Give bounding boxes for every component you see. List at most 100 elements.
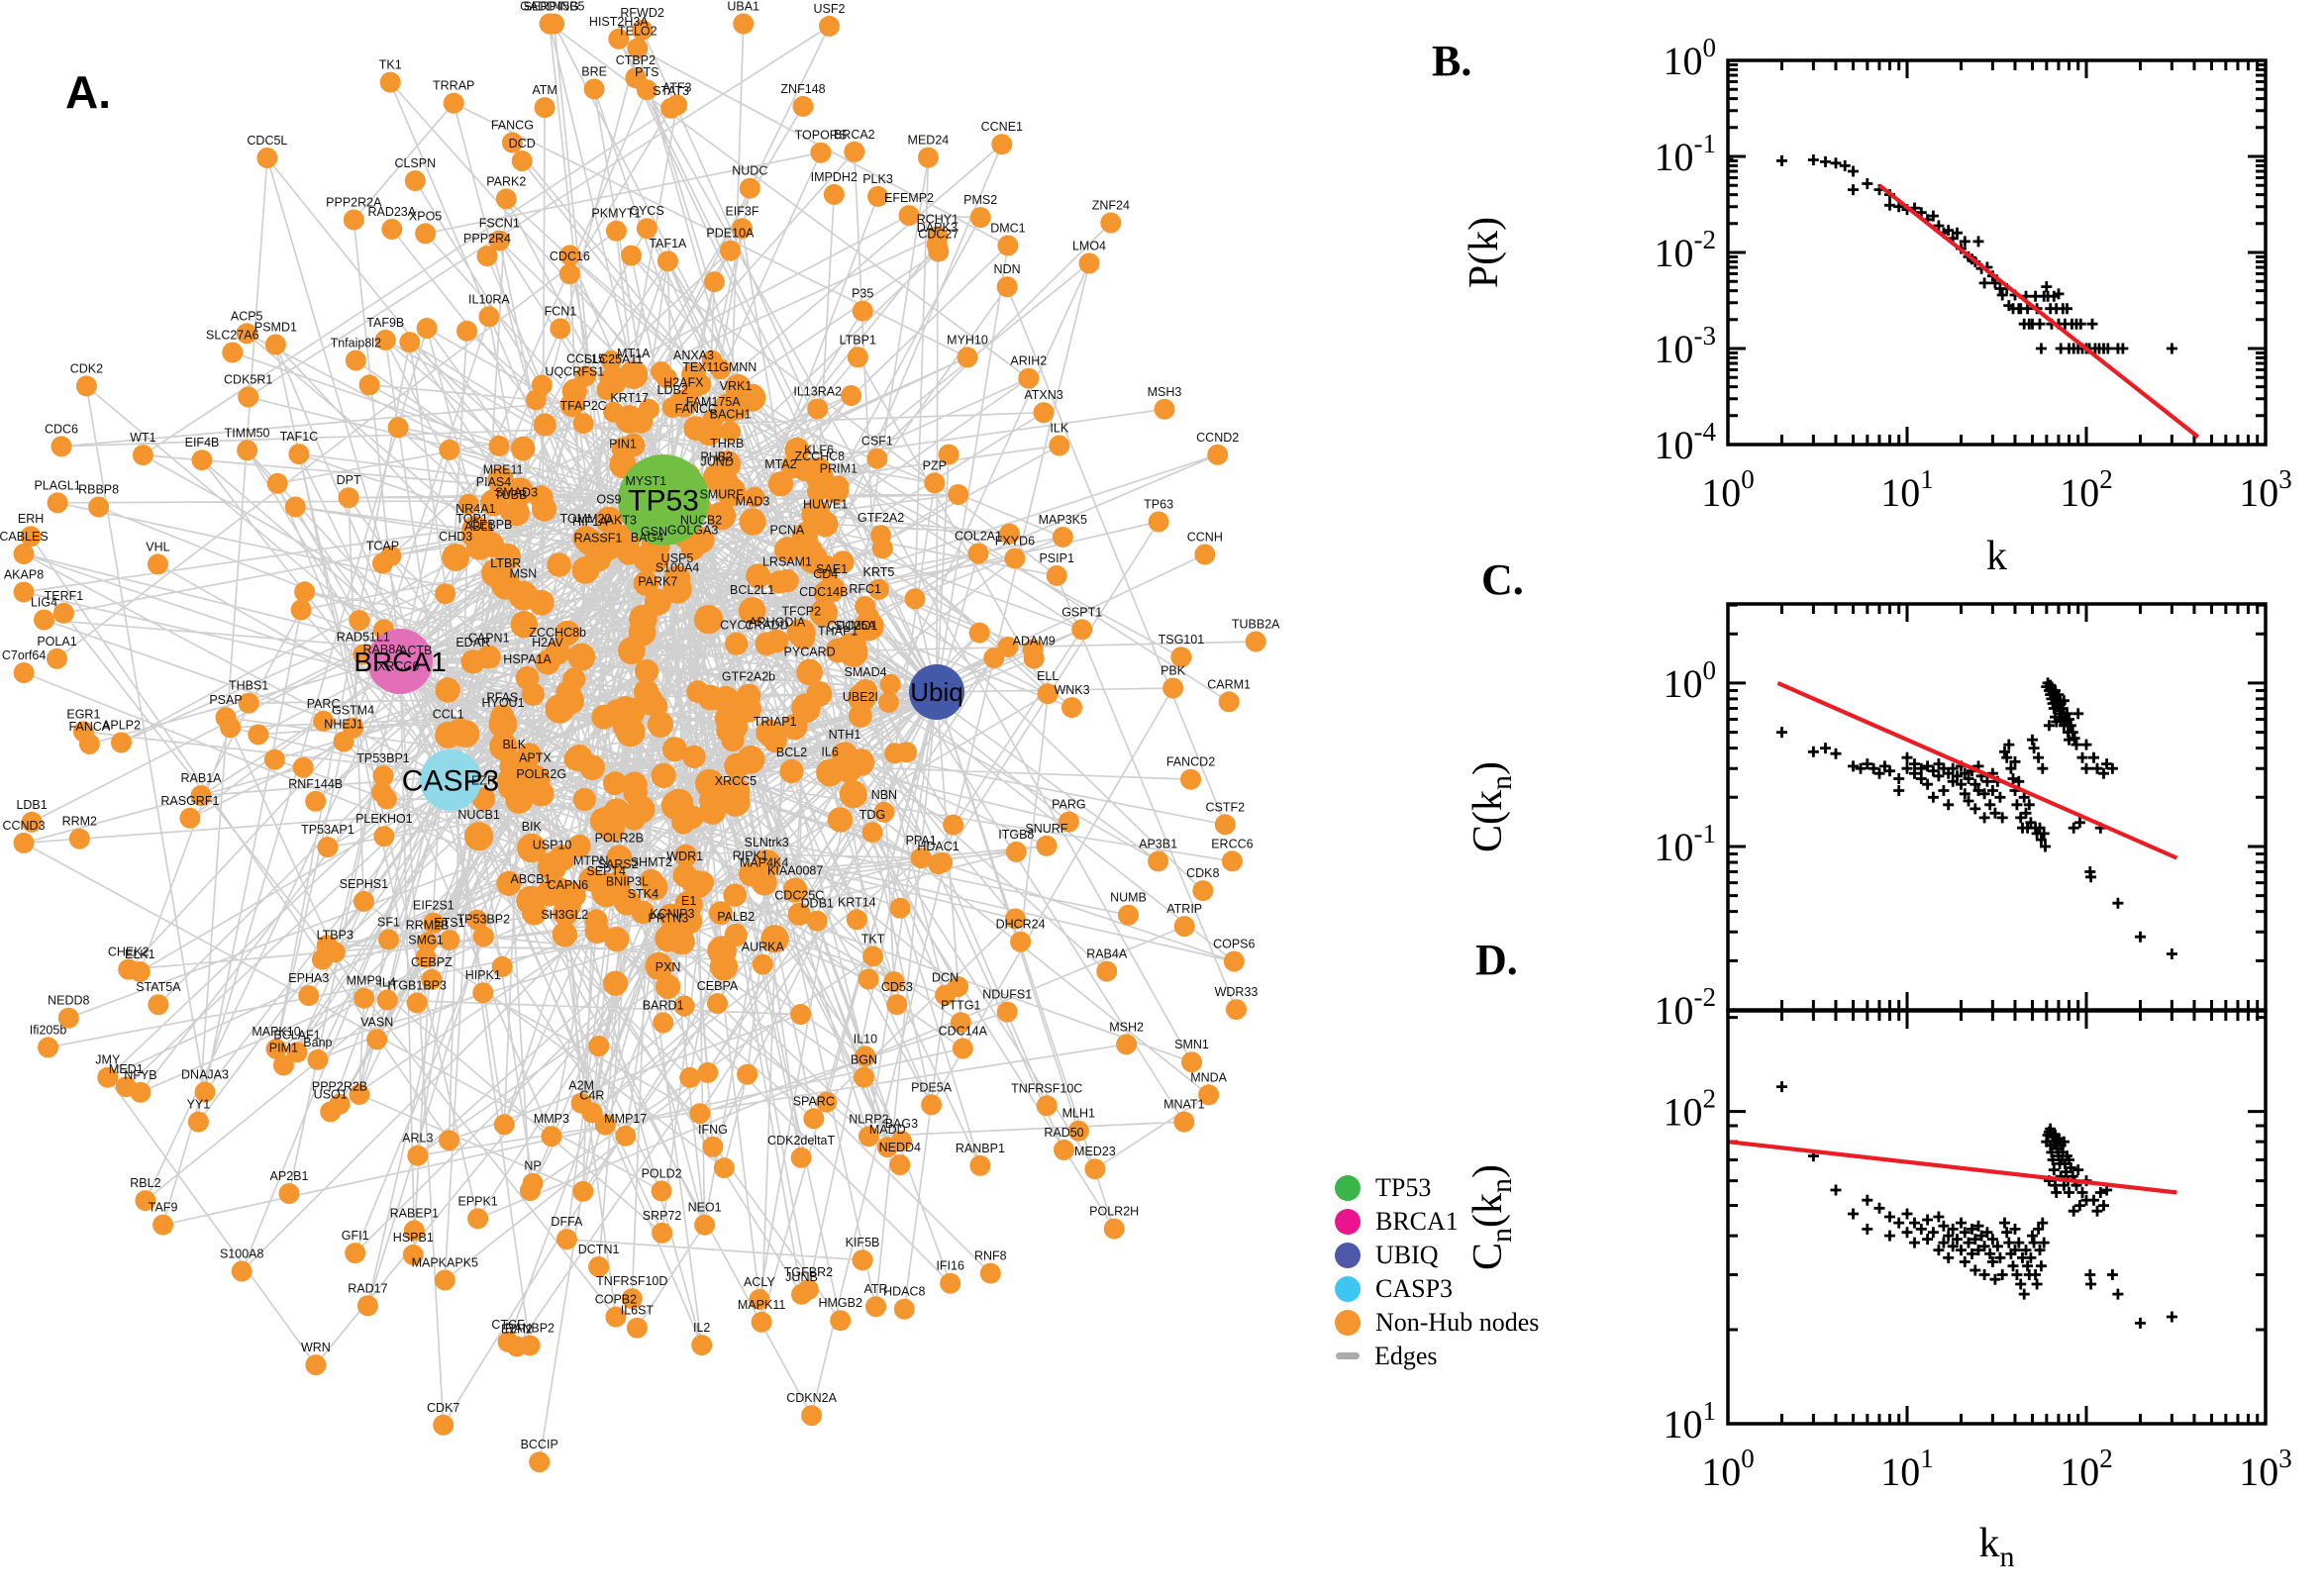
svg-text:PYCARD: PYCARD bbox=[784, 646, 836, 659]
svg-text:BARD1: BARD1 bbox=[643, 998, 684, 1012]
svg-text:CDK7: CDK7 bbox=[427, 1401, 459, 1415]
svg-text:LMO4: LMO4 bbox=[1072, 239, 1106, 252]
x-axis-label-d: kn bbox=[1979, 1521, 2015, 1573]
svg-text:ZCCHC8: ZCCHC8 bbox=[794, 449, 845, 463]
svg-text:RBBP8: RBBP8 bbox=[78, 483, 119, 497]
svg-text:RAD50: RAD50 bbox=[1044, 1126, 1083, 1140]
svg-text:MAP3K5: MAP3K5 bbox=[1039, 513, 1087, 527]
svg-text:EGR1: EGR1 bbox=[66, 707, 100, 721]
svg-text:TSG101: TSG101 bbox=[1159, 633, 1205, 647]
svg-text:HUWE1: HUWE1 bbox=[803, 498, 848, 512]
svg-text:PXN: PXN bbox=[656, 960, 681, 974]
svg-text:BIK: BIK bbox=[522, 820, 543, 834]
svg-text:EIF2S1: EIF2S1 bbox=[413, 899, 454, 913]
svg-text:POLR2H: POLR2H bbox=[1089, 1205, 1139, 1219]
svg-text:AP2B1: AP2B1 bbox=[270, 1169, 309, 1183]
svg-text:EPHA3: EPHA3 bbox=[288, 971, 329, 985]
svg-text:BCCIP: BCCIP bbox=[521, 1438, 558, 1451]
svg-text:S100A4: S100A4 bbox=[656, 560, 700, 574]
svg-text:102: 102 bbox=[2060, 1444, 2113, 1494]
svg-text:USF2: USF2 bbox=[814, 2, 846, 16]
svg-text:PIN1: PIN1 bbox=[609, 438, 637, 451]
svg-text:PFAS: PFAS bbox=[486, 691, 518, 705]
svg-text:TP53AP1: TP53AP1 bbox=[301, 823, 354, 837]
svg-text:TP53BP2: TP53BP2 bbox=[457, 912, 511, 926]
svg-text:SERPINB5: SERPINB5 bbox=[524, 0, 585, 14]
svg-text:MMP17: MMP17 bbox=[604, 1112, 647, 1126]
svg-text:NFYB: NFYB bbox=[124, 1068, 156, 1082]
svg-text:EIF4B: EIF4B bbox=[185, 436, 220, 449]
svg-text:STAT3: STAT3 bbox=[653, 84, 689, 98]
svg-text:TELO2: TELO2 bbox=[618, 24, 657, 38]
svg-text:DCD: DCD bbox=[509, 137, 536, 150]
svg-text:MLH1: MLH1 bbox=[1062, 1107, 1095, 1121]
svg-text:100: 100 bbox=[1664, 33, 1717, 83]
svg-text:PSIP1: PSIP1 bbox=[1039, 551, 1073, 565]
svg-text:NEDD8: NEDD8 bbox=[48, 994, 89, 1008]
svg-text:CD4: CD4 bbox=[813, 567, 838, 581]
svg-text:PSAP: PSAP bbox=[209, 693, 242, 707]
svg-text:DFFA: DFFA bbox=[551, 1215, 583, 1229]
fit-line bbox=[1728, 1140, 2177, 1195]
svg-text:CAPN1: CAPN1 bbox=[468, 632, 510, 646]
svg-text:DCTN1: DCTN1 bbox=[578, 1243, 620, 1256]
svg-text:AKT3: AKT3 bbox=[606, 514, 637, 528]
svg-text:NP: NP bbox=[524, 1159, 541, 1173]
svg-text:LTBP1: LTBP1 bbox=[840, 333, 876, 347]
svg-text:HSPA1A: HSPA1A bbox=[503, 652, 552, 666]
svg-text:TOPORS: TOPORS bbox=[795, 129, 848, 143]
svg-text:NHEJ1: NHEJ1 bbox=[324, 718, 363, 732]
svg-text:DCN: DCN bbox=[932, 971, 959, 985]
svg-text:ITGB8: ITGB8 bbox=[998, 828, 1034, 842]
svg-text:PKMYT1: PKMYT1 bbox=[591, 207, 641, 221]
svg-text:PPP2R4: PPP2R4 bbox=[463, 232, 511, 246]
svg-text:101: 101 bbox=[1880, 1444, 1934, 1494]
svg-text:TERF1: TERF1 bbox=[45, 589, 84, 603]
svg-text:JUND: JUND bbox=[701, 455, 734, 469]
svg-text:WT1: WT1 bbox=[130, 431, 155, 445]
svg-text:CCL15: CCL15 bbox=[566, 351, 605, 365]
svg-text:ZNF148: ZNF148 bbox=[780, 82, 825, 96]
svg-text:PLAGL1: PLAGL1 bbox=[34, 478, 80, 492]
svg-text:102: 102 bbox=[2060, 464, 2113, 515]
svg-text:SNURF: SNURF bbox=[1025, 822, 1067, 836]
svg-text:IMPDH2: IMPDH2 bbox=[811, 170, 858, 184]
svg-text:SH3GL2: SH3GL2 bbox=[541, 908, 588, 922]
svg-text:SMN1: SMN1 bbox=[1174, 1038, 1209, 1051]
svg-text:WRN: WRN bbox=[301, 1341, 331, 1354]
svg-text:SMURF: SMURF bbox=[699, 488, 744, 502]
svg-text:IL6ST: IL6ST bbox=[621, 1304, 655, 1318]
svg-text:ETS1: ETS1 bbox=[434, 916, 464, 930]
svg-text:100: 100 bbox=[1701, 1444, 1755, 1494]
svg-text:CDC14A: CDC14A bbox=[939, 1025, 988, 1039]
svg-text:USP10: USP10 bbox=[533, 839, 572, 852]
svg-text:CHEK2: CHEK2 bbox=[108, 946, 150, 959]
svg-text:MNDA: MNDA bbox=[1190, 1070, 1227, 1084]
svg-text:GFI1: GFI1 bbox=[342, 1229, 369, 1243]
svg-text:CDK2: CDK2 bbox=[70, 361, 103, 375]
svg-text:VRK1: VRK1 bbox=[720, 379, 753, 393]
svg-text:RRM2B: RRM2B bbox=[406, 918, 450, 932]
svg-text:ACTB: ACTB bbox=[399, 644, 432, 657]
svg-text:THBS1: THBS1 bbox=[229, 679, 268, 693]
svg-text:DAPK3: DAPK3 bbox=[917, 221, 958, 235]
svg-text:ABCB1: ABCB1 bbox=[511, 872, 552, 886]
svg-text:ATF3: ATF3 bbox=[662, 81, 692, 95]
svg-text:CEBPZ: CEBPZ bbox=[411, 955, 453, 969]
svg-text:SMAD4: SMAD4 bbox=[845, 665, 887, 679]
svg-text:RNF8: RNF8 bbox=[974, 1249, 1007, 1263]
svg-text:IFNG: IFNG bbox=[698, 1123, 728, 1137]
ubiq-dot-icon bbox=[1335, 1242, 1361, 1268]
casp3-dot-icon bbox=[1335, 1275, 1361, 1302]
svg-text:SAE1: SAE1 bbox=[816, 562, 848, 576]
svg-text:STAT5A: STAT5A bbox=[136, 980, 181, 994]
svg-text:NR4A1: NR4A1 bbox=[455, 502, 495, 516]
svg-text:SLC27A6: SLC27A6 bbox=[206, 329, 259, 343]
svg-text:MAPK11: MAPK11 bbox=[738, 1298, 785, 1312]
svg-text:MT1A: MT1A bbox=[617, 347, 651, 360]
scatter-points bbox=[1776, 677, 2177, 959]
svg-text:TNFRSF10D: TNFRSF10D bbox=[596, 1274, 667, 1288]
svg-text:BLK: BLK bbox=[502, 738, 526, 751]
svg-text:POLA1: POLA1 bbox=[37, 635, 76, 648]
svg-text:ILK: ILK bbox=[1050, 422, 1068, 436]
